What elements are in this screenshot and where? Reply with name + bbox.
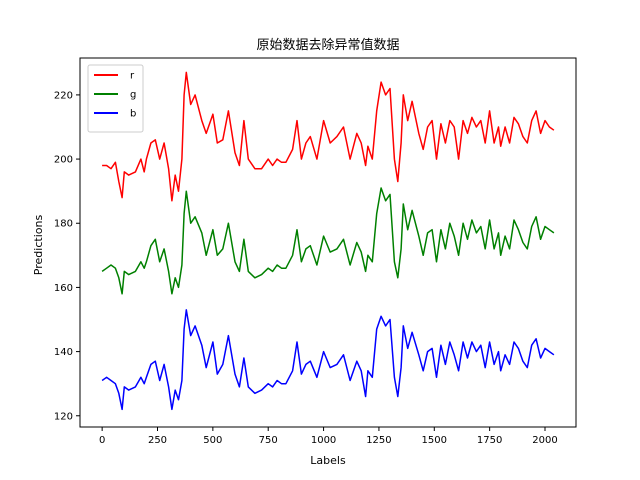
- plot-lines: [101, 71, 555, 411]
- axes-frame: [79, 57, 577, 428]
- x-axis-ticks: 0 250 500 750 1000 1250 1500 1750 2000: [99, 427, 558, 446]
- legend: rgb: [87, 64, 144, 133]
- x-axis-label: Labels: [310, 454, 346, 467]
- x-tick-label: 750: [259, 435, 278, 446]
- y-tick-label: 220: [54, 90, 73, 101]
- legend-box: [87, 64, 144, 133]
- x-tick-label: 1500: [422, 435, 447, 446]
- x-tick-label: 250: [148, 435, 167, 446]
- y-tick-label: 140: [54, 347, 73, 358]
- legend-label-b: b: [130, 109, 136, 120]
- x-tick-label: 1000: [311, 435, 336, 446]
- y-axis-ticks: 120 140 160 180 200 220: [54, 90, 80, 422]
- x-tick-label: 1750: [477, 435, 502, 446]
- y-tick-label: 120: [54, 411, 73, 422]
- legend-label-g: g: [130, 90, 136, 101]
- y-tick-label: 200: [54, 155, 73, 166]
- y-axis-label: Predictions: [32, 215, 45, 276]
- y-tick-label: 160: [54, 283, 73, 294]
- series-line-b: [101, 309, 555, 411]
- x-tick-label: 1250: [366, 435, 391, 446]
- series-line-r: [102, 71, 555, 202]
- x-tick-label: 2000: [532, 435, 557, 446]
- x-tick-label: 0: [99, 435, 105, 446]
- y-tick-label: 180: [54, 219, 73, 230]
- chart-title: 原始数据去除异常值数据: [256, 37, 399, 53]
- legend-label-r: r: [130, 71, 135, 82]
- series-line-g: [101, 187, 555, 295]
- x-tick-label: 500: [203, 435, 222, 446]
- plot-area-border: [79, 57, 577, 428]
